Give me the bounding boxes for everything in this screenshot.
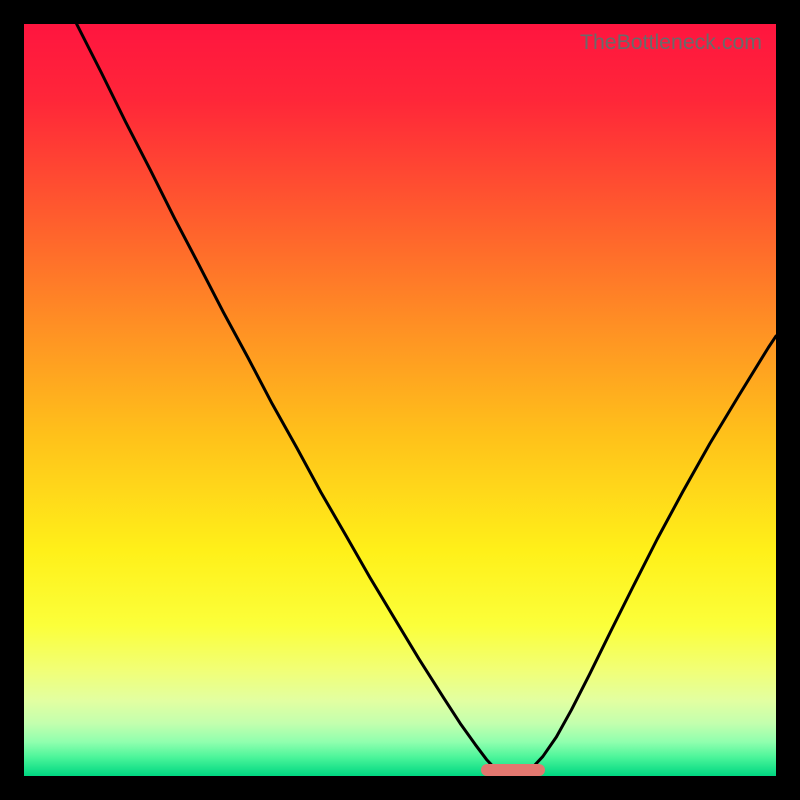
bottleneck-curve-svg (24, 24, 776, 776)
watermark-text: TheBottleneck.com (580, 30, 762, 55)
bottom-pill-marker (481, 764, 545, 776)
bottleneck-curve-path (77, 24, 776, 776)
plot-area (24, 24, 776, 776)
chart-frame: TheBottleneck.com (0, 0, 800, 800)
